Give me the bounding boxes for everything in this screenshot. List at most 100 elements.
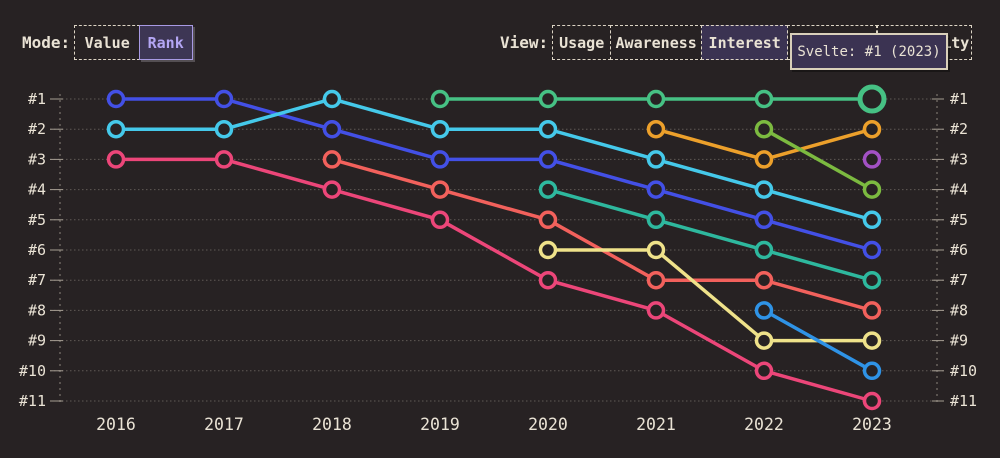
year-label: 2016 xyxy=(96,415,136,434)
view-button-interest[interactable]: Interest xyxy=(701,25,789,60)
rank-label-right: #4 xyxy=(950,181,968,199)
series-line-series-cyan xyxy=(114,97,874,222)
rank-label-right: #6 xyxy=(950,241,968,259)
data-point[interactable] xyxy=(754,150,774,169)
rank-label-left: #10 xyxy=(19,362,46,380)
data-point[interactable] xyxy=(646,89,666,109)
data-point[interactable] xyxy=(538,89,558,109)
rank-label-right: #11 xyxy=(950,392,977,410)
data-point[interactable] xyxy=(754,301,774,320)
data-point[interactable] xyxy=(754,210,774,230)
series-line-series-salmon xyxy=(330,157,874,313)
data-point[interactable] xyxy=(646,270,666,290)
data-point[interactable] xyxy=(106,119,126,139)
data-point[interactable] xyxy=(646,210,666,230)
series-line-series-sky xyxy=(762,308,874,373)
data-point[interactable] xyxy=(538,240,558,260)
year-label: 2023 xyxy=(852,415,892,434)
data-point[interactable] xyxy=(646,119,666,139)
data-point[interactable] xyxy=(754,240,774,260)
data-point[interactable] xyxy=(430,150,450,169)
data-point[interactable] xyxy=(322,150,342,169)
mode-control: Mode: Value Rank xyxy=(22,25,193,60)
data-point[interactable] xyxy=(754,361,774,381)
rank-label-right: #9 xyxy=(950,332,968,350)
data-point[interactable] xyxy=(430,89,450,109)
rank-label-left: #11 xyxy=(19,392,46,410)
data-point[interactable] xyxy=(430,119,450,139)
data-point[interactable] xyxy=(862,391,882,411)
data-point[interactable] xyxy=(754,119,774,139)
rank-label-left: #6 xyxy=(28,241,46,259)
year-label: 2017 xyxy=(204,415,244,434)
data-point[interactable] xyxy=(214,89,234,109)
data-point[interactable] xyxy=(322,89,342,109)
rank-label-left: #8 xyxy=(28,301,46,319)
data-point[interactable] xyxy=(862,240,882,260)
data-point[interactable] xyxy=(646,301,666,320)
data-point[interactable] xyxy=(322,180,342,199)
year-label: 2019 xyxy=(420,415,460,434)
data-point[interactable] xyxy=(862,119,882,139)
data-point[interactable] xyxy=(754,89,774,109)
data-point[interactable] xyxy=(646,240,666,260)
data-point[interactable] xyxy=(862,210,882,230)
view-label: View: xyxy=(500,33,549,52)
data-point[interactable] xyxy=(538,119,558,139)
rank-label-left: #1 xyxy=(28,90,46,108)
view-button-awareness[interactable]: Awareness xyxy=(609,25,703,60)
data-point[interactable] xyxy=(214,150,234,169)
data-point[interactable] xyxy=(862,301,882,320)
data-point[interactable] xyxy=(214,119,234,139)
data-point[interactable] xyxy=(754,180,774,199)
data-point[interactable] xyxy=(106,150,126,169)
data-point-svelte-2023[interactable] xyxy=(857,84,887,114)
rank-label-right: #2 xyxy=(950,120,968,138)
hover-tooltip: Svelte: #1 (2023) xyxy=(790,33,948,70)
view-button-usage[interactable]: Usage xyxy=(552,25,612,60)
mode-label: Mode: xyxy=(22,33,71,52)
year-label: 2021 xyxy=(636,415,676,434)
data-point[interactable] xyxy=(862,361,882,381)
rank-label-right: #5 xyxy=(950,211,968,229)
data-point[interactable] xyxy=(106,89,126,109)
series-line-series-pink xyxy=(114,157,874,403)
mode-button-value[interactable]: Value xyxy=(74,25,141,60)
rank-label-left: #4 xyxy=(28,181,46,199)
year-label: 2020 xyxy=(528,415,568,434)
data-point[interactable] xyxy=(538,180,558,199)
data-point[interactable] xyxy=(646,180,666,199)
data-point[interactable] xyxy=(322,119,342,139)
rank-label-right: #3 xyxy=(950,150,968,168)
rank-label-left: #5 xyxy=(28,211,46,229)
tooltip-text: Svelte: #1 (2023) xyxy=(797,43,941,60)
data-point[interactable] xyxy=(862,270,882,290)
mode-button-rank[interactable]: Rank xyxy=(138,25,193,60)
data-point[interactable] xyxy=(862,180,882,199)
series-line-series-indigo xyxy=(114,97,874,252)
view-control: View: Usage Awareness Interest Retention… xyxy=(500,25,973,60)
data-point[interactable] xyxy=(538,150,558,169)
data-point[interactable] xyxy=(754,331,774,350)
data-point[interactable] xyxy=(862,331,882,350)
data-point[interactable] xyxy=(538,210,558,230)
rank-label-right: #10 xyxy=(950,362,977,380)
series-line-series-olive xyxy=(762,127,874,192)
rank-label-left: #2 xyxy=(28,120,46,138)
data-point[interactable] xyxy=(862,150,882,169)
series-line-series-teal xyxy=(546,187,874,282)
rank-label-left: #3 xyxy=(28,150,46,168)
data-point[interactable] xyxy=(538,270,558,290)
year-label: 2022 xyxy=(744,415,784,434)
data-point[interactable] xyxy=(430,180,450,199)
rank-label-right: #7 xyxy=(950,271,968,289)
rank-label-right: #8 xyxy=(950,301,968,319)
data-point[interactable] xyxy=(646,150,666,169)
rank-label-right: #1 xyxy=(950,90,968,108)
year-label: 2018 xyxy=(312,415,352,434)
data-point[interactable] xyxy=(430,210,450,230)
rank-label-left: #9 xyxy=(28,332,46,350)
rank-label-left: #7 xyxy=(28,271,46,289)
data-point[interactable] xyxy=(754,270,774,290)
